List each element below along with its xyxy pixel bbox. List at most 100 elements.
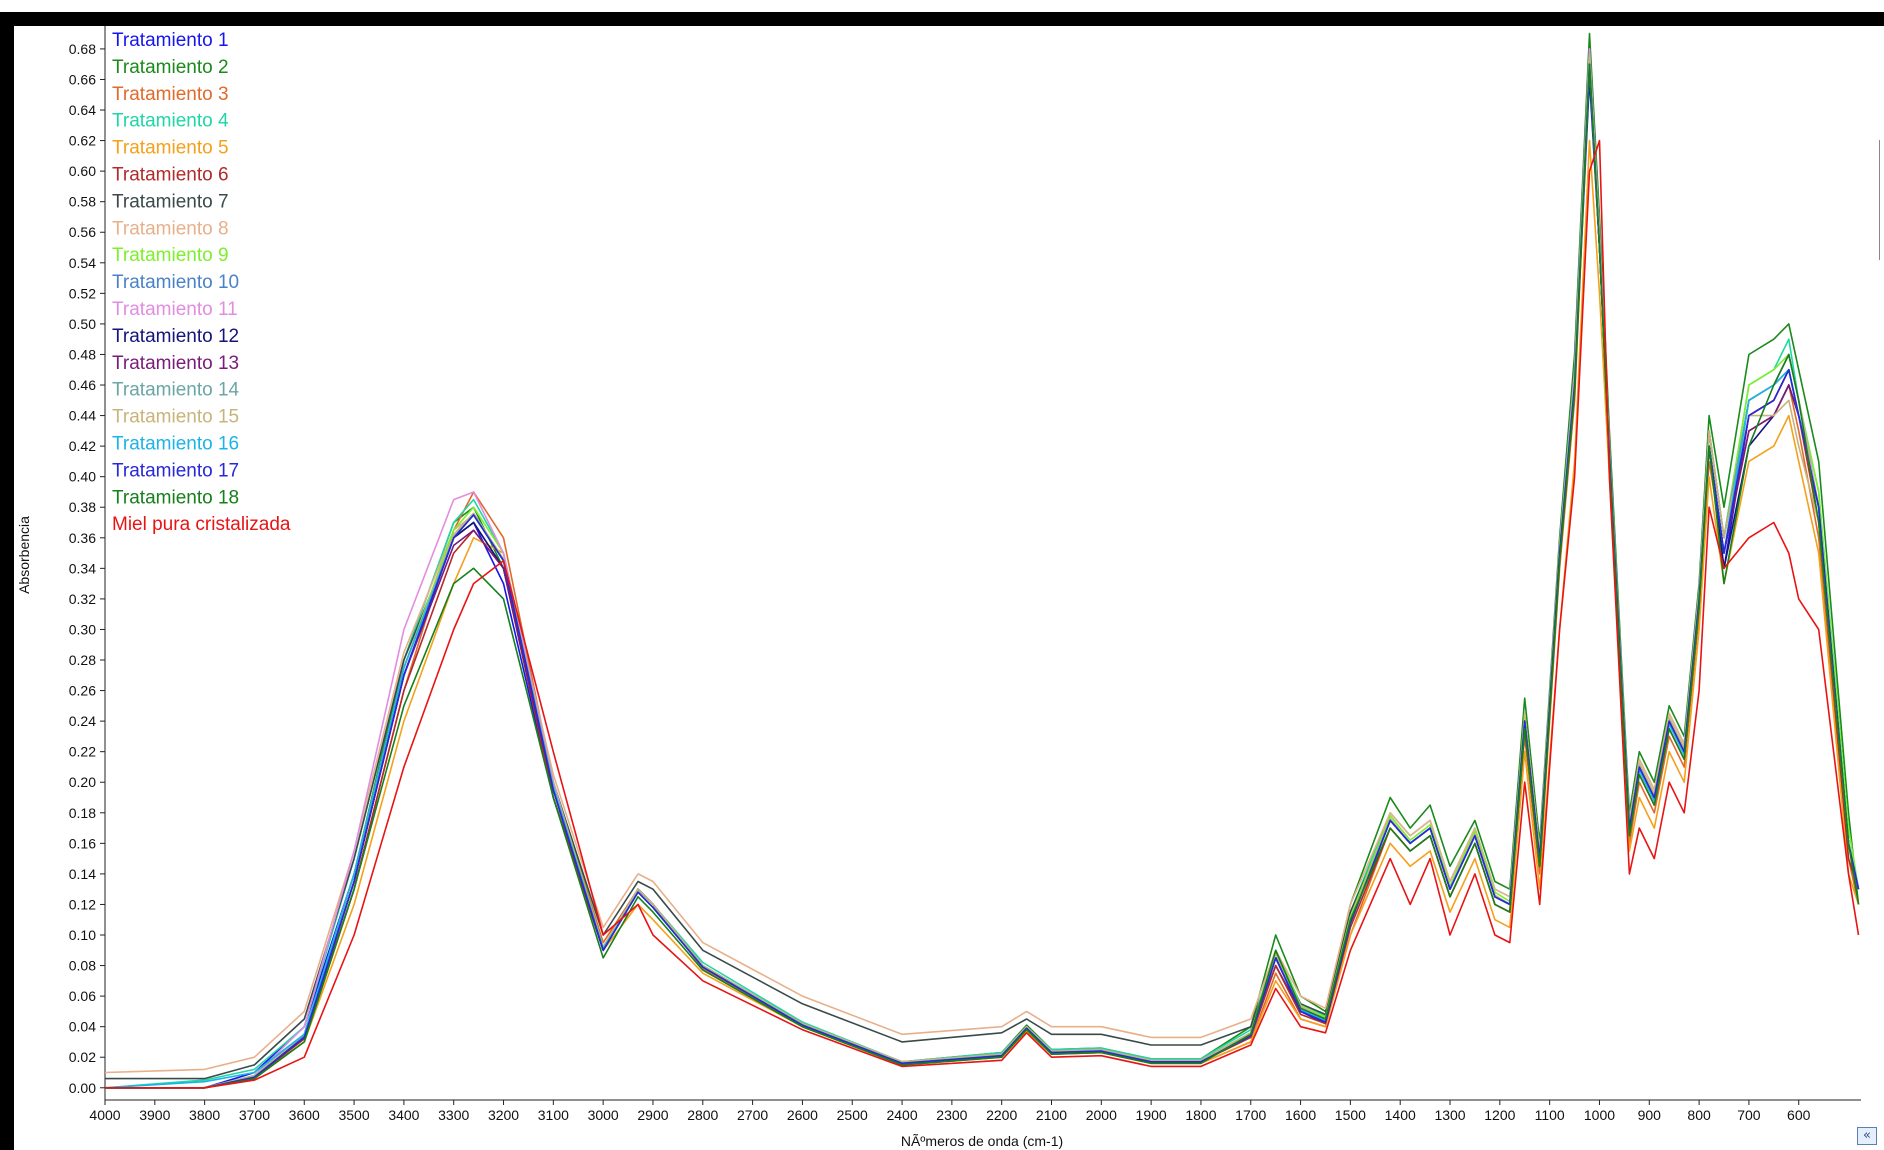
x-tick-label: 900	[1638, 1107, 1662, 1123]
series-line	[105, 48, 1860, 1089]
x-tick-label: 800	[1687, 1107, 1711, 1123]
x-tick-label: 3500	[338, 1107, 369, 1123]
y-tick-label: 0.62	[69, 133, 96, 149]
right-panel-edge	[1879, 140, 1884, 260]
y-tick-label: 0.66	[69, 71, 96, 87]
window-frame-left	[0, 12, 14, 1150]
y-tick-label: 0.08	[69, 958, 96, 974]
y-tick-label: 0.58	[69, 194, 96, 210]
y-tick-label: 0.18	[69, 805, 96, 821]
series-line	[104, 48, 1860, 1089]
y-tick-label: 0.44	[69, 408, 96, 424]
legend-item: Tratamiento 1	[112, 30, 229, 51]
series-line	[105, 63, 1860, 1089]
y-tick-label: 0.02	[69, 1049, 96, 1065]
series-line	[105, 63, 1860, 1089]
series-line	[105, 63, 1860, 1089]
legend-item: Tratamiento 7	[112, 191, 229, 212]
y-tick-label: 0.60	[69, 163, 96, 179]
y-tick-label: 0.10	[69, 927, 96, 943]
legend-item: Tratamiento 13	[112, 353, 239, 374]
y-tick-label: 0.16	[69, 835, 96, 851]
x-tick-label: 3100	[538, 1107, 569, 1123]
y-tick-label: 0.28	[69, 652, 96, 668]
legend-item: Tratamiento 17	[112, 460, 239, 481]
series-line	[105, 63, 1860, 1089]
y-tick-label: 0.00	[69, 1080, 96, 1096]
y-tick-label: 0.50	[69, 316, 96, 332]
x-tick-label: 3200	[488, 1107, 519, 1123]
series-line	[105, 139, 1860, 1089]
y-tick-label: 0.32	[69, 591, 96, 607]
x-tick-label: 4000	[89, 1107, 120, 1123]
legend-item: Miel pura cristalizada	[112, 514, 291, 535]
y-tick-label: 0.56	[69, 224, 96, 240]
y-tick-label: 0.38	[69, 499, 96, 515]
legend-item: Tratamiento 12	[112, 326, 239, 347]
series-line	[104, 63, 1860, 1089]
series-line	[105, 63, 1860, 1089]
x-tick-label: 3600	[289, 1107, 320, 1123]
x-tick-label: 1900	[1136, 1107, 1167, 1123]
collapse-panel-button[interactable]: «	[1857, 1127, 1877, 1145]
y-tick-label: 0.34	[69, 560, 96, 576]
legend-item: Tratamiento 14	[112, 380, 240, 401]
x-tick-label: 2800	[687, 1107, 718, 1123]
series-lines	[104, 32, 1860, 1089]
legend-item: Tratamiento 18	[112, 487, 239, 508]
x-tick-label: 1200	[1484, 1107, 1515, 1123]
x-tick-label: 3700	[239, 1107, 270, 1123]
legend-item: Tratamiento 5	[112, 138, 229, 159]
x-tick-label: 3900	[139, 1107, 170, 1123]
x-tick-label: 2700	[737, 1107, 768, 1123]
y-tick-label: 0.54	[69, 255, 96, 271]
x-tick-label: 1800	[1185, 1107, 1216, 1123]
y-tick-label: 0.36	[69, 530, 96, 546]
x-tick-label: 3300	[438, 1107, 469, 1123]
series-line	[105, 63, 1860, 1080]
x-tick-label: 1000	[1584, 1107, 1615, 1123]
y-tick-label: 0.46	[69, 377, 96, 393]
y-tick-label: 0.24	[69, 713, 96, 729]
x-tick-label: 2300	[936, 1107, 967, 1123]
legend-item: Tratamiento 3	[112, 84, 229, 105]
legend: Tratamiento 1 Tratamiento 2 Tratamiento 3 T…	[112, 30, 291, 535]
series-line	[104, 63, 1860, 1074]
legend-item: Tratamiento 15	[112, 407, 239, 428]
y-tick-label: 0.42	[69, 438, 96, 454]
x-tick-label: 2900	[637, 1107, 668, 1123]
legend-item: Tratamiento 8	[112, 218, 229, 239]
legend-item: Tratamiento 16	[112, 434, 239, 455]
y-tick-label: 0.64	[69, 102, 96, 118]
series-line	[105, 55, 1860, 1089]
y-tick-label: 0.22	[69, 744, 96, 760]
x-tick-label: 1100	[1535, 1107, 1565, 1123]
x-tick-label: 2600	[787, 1107, 818, 1123]
y-tick-label: 0.40	[69, 469, 96, 485]
x-tick-label: 1500	[1335, 1107, 1366, 1123]
x-tick-label: 2100	[1036, 1107, 1067, 1123]
legend-item: Tratamiento 11	[112, 299, 238, 320]
series-line	[105, 55, 1860, 1089]
series-line	[105, 63, 1860, 1089]
y-tick-label: 0.30	[69, 621, 96, 637]
x-tick-label: 3000	[588, 1107, 619, 1123]
x-axis-label: NÃºmeros de onda (cm-1)	[901, 1133, 1063, 1149]
y-tick-label: 0.14	[69, 866, 96, 882]
legend-item: Tratamiento 2	[112, 57, 229, 78]
x-tick-label: 1700	[1235, 1107, 1266, 1123]
legend-item: Tratamiento 10	[112, 272, 239, 293]
x-tick-label: 600	[1787, 1107, 1811, 1123]
x-tick-label: 2400	[886, 1107, 917, 1123]
x-tick-label: 2000	[1086, 1107, 1117, 1123]
window-frame-top	[0, 12, 1884, 26]
x-tick-label: 2200	[986, 1107, 1017, 1123]
y-tick-label: 0.04	[69, 1019, 96, 1035]
x-tick-label: 1400	[1385, 1107, 1416, 1123]
legend-item: Tratamiento 4	[112, 111, 229, 132]
legend-item: Tratamiento 6	[112, 165, 229, 186]
y-tick-label: 0.26	[69, 683, 96, 699]
x-tick-label: 3400	[388, 1107, 419, 1123]
y-tick-label: 0.20	[69, 774, 96, 790]
